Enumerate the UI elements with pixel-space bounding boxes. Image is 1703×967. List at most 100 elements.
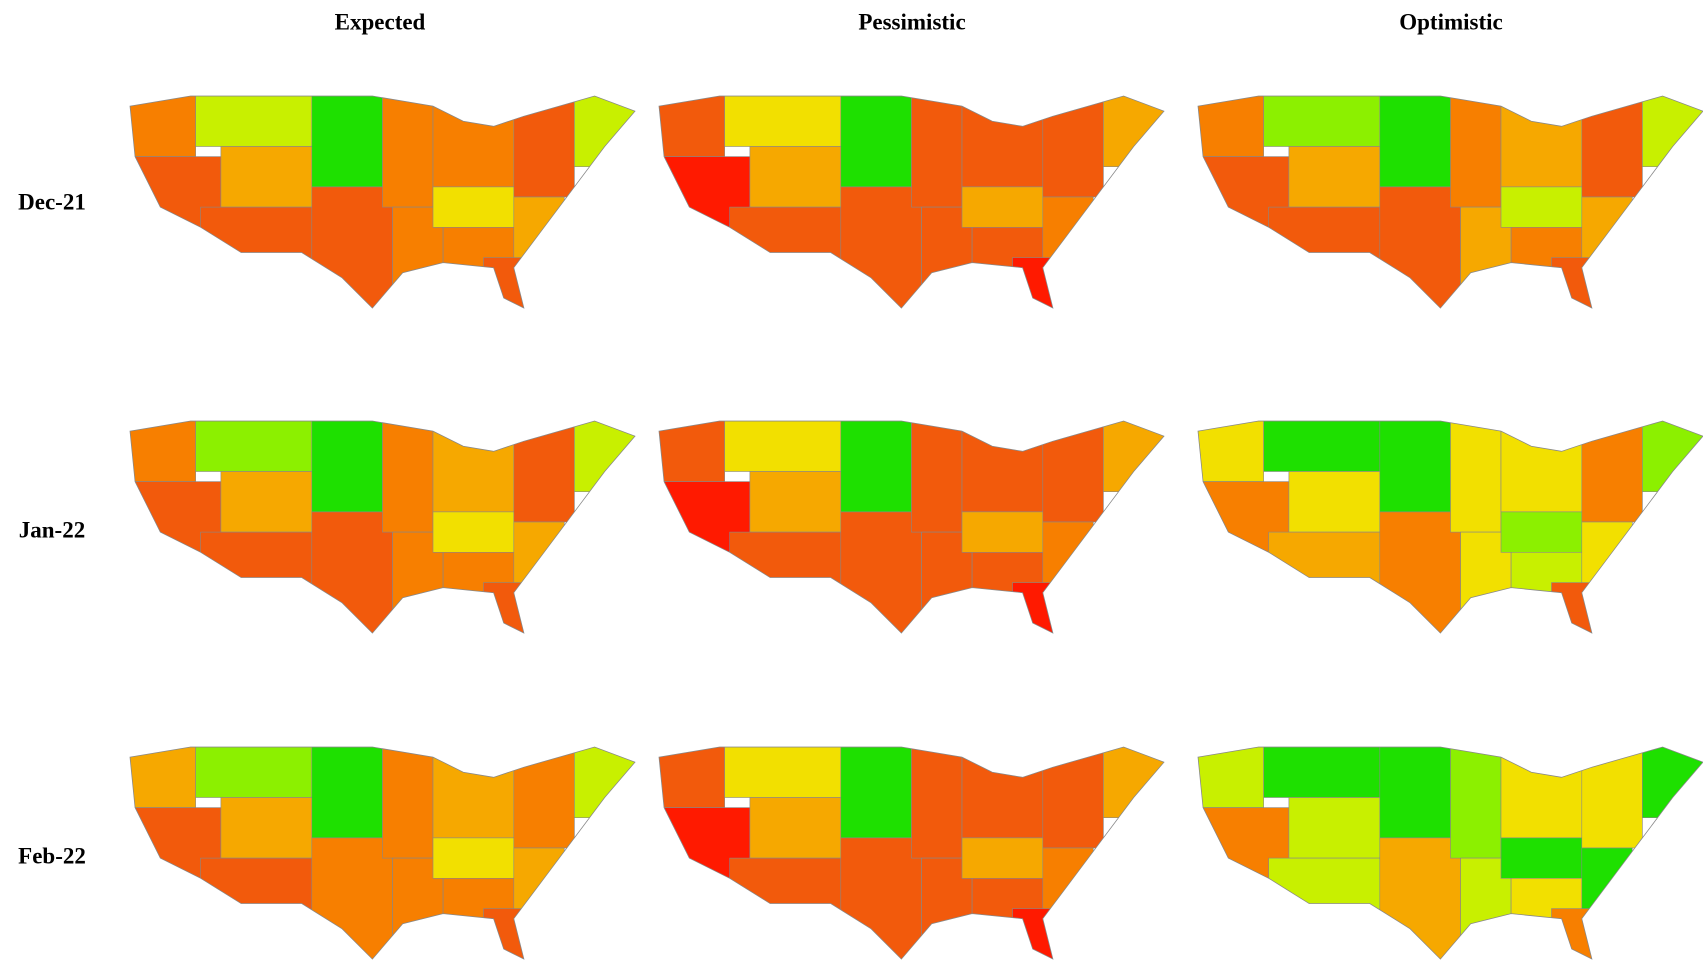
state-region [840,186,922,309]
state-region [311,421,383,513]
state-region [195,96,313,147]
map-outline [129,420,636,634]
state-region [1642,96,1703,168]
state-region [1450,421,1502,533]
state-region [1263,747,1381,798]
row-label: Feb-22 [18,843,86,868]
state-region [513,747,575,849]
state-region [1288,797,1381,859]
state-region [724,421,842,472]
state-region [220,471,313,533]
state-region [574,421,636,493]
row-label: Dec-21 [18,189,86,214]
state-region [1500,96,1583,188]
us-map [658,95,1165,309]
state-region [911,96,963,208]
state-region [130,747,196,808]
map-outline [129,746,636,960]
state-region [1500,837,1593,879]
state-region [1500,747,1583,839]
state-region [1042,96,1104,198]
state-region [513,421,575,523]
state-region [311,186,393,309]
column-title: Pessimistic [858,9,965,34]
state-region [195,421,313,472]
state-region [1379,837,1461,960]
map-regions [659,421,1165,634]
state-region [382,421,434,533]
state-region [574,96,636,168]
state-region [1288,146,1381,208]
state-region [659,96,725,157]
state-region [724,747,842,798]
state-region [220,797,313,859]
us-map [129,746,636,960]
map-regions [659,96,1165,309]
state-region [1379,96,1451,188]
state-region [1642,747,1703,819]
us-map [1197,95,1703,309]
state-region [1379,421,1451,513]
state-region [130,421,196,482]
state-region [659,747,725,808]
state-region [574,747,636,819]
state-region [1500,511,1593,553]
map-outline [1197,420,1703,634]
state-region [1263,421,1381,472]
state-region [382,96,434,208]
state-region [1103,747,1165,819]
state-region [1581,421,1643,523]
state-region [840,96,912,188]
state-region [432,837,525,879]
state-region [840,837,922,960]
state-region [432,96,515,188]
state-region [961,747,1044,839]
state-region [311,837,393,960]
state-region [1642,421,1703,493]
state-region [1198,747,1264,808]
state-region [1581,96,1643,198]
map-outline [1197,95,1703,309]
state-region [311,511,393,634]
state-region [749,146,842,208]
state-region [724,96,842,147]
state-region [840,511,922,634]
map-regions [130,747,636,960]
state-region [1450,747,1502,859]
state-region [513,96,575,198]
us-map [658,420,1165,634]
state-region [195,747,313,798]
state-region [1263,96,1381,147]
state-region [659,421,725,482]
us-map [129,95,636,309]
state-region [961,511,1054,553]
state-region [1450,96,1502,208]
state-region [1042,747,1104,849]
state-region [311,96,383,188]
state-region [1103,421,1165,493]
state-region [1103,96,1165,168]
state-region [1500,421,1583,513]
us-map [658,746,1165,960]
map-outline [658,420,1165,634]
map-regions [1198,96,1703,309]
state-region [432,747,515,839]
column-title: Expected [335,9,426,34]
map-outline [1197,746,1703,960]
state-region [1500,186,1593,228]
map-regions [659,747,1165,960]
state-region [911,747,963,859]
map-outline [658,746,1165,960]
state-region [961,96,1044,188]
us-map [1197,420,1703,634]
state-region [130,96,196,157]
state-region [961,186,1054,228]
us-map [1197,746,1703,960]
state-region [382,747,434,859]
state-region [311,747,383,839]
state-region [840,747,912,839]
state-region [432,421,515,513]
column-title: Optimistic [1399,9,1503,34]
